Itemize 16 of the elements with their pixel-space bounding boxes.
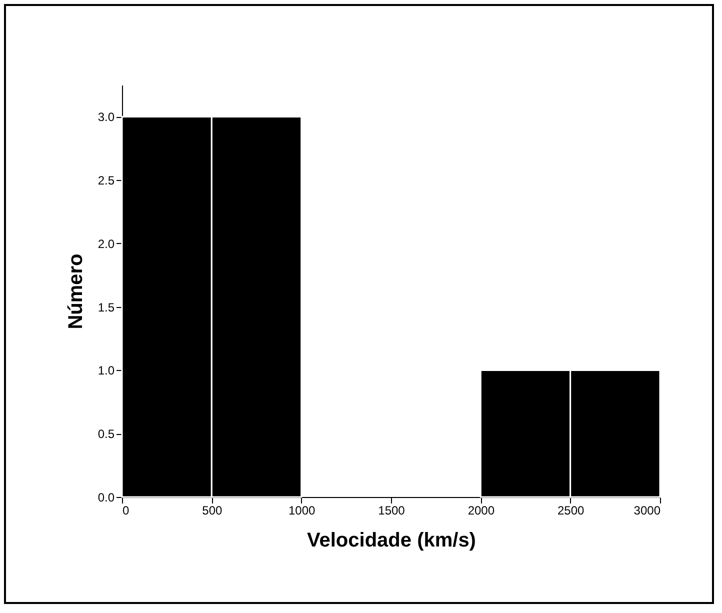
x-tick-label: 1500 <box>378 504 406 518</box>
y-axis-title: Número <box>64 254 87 330</box>
y-tick-label: 1.0 <box>98 364 115 378</box>
x-tick-label: 2000 <box>468 504 495 518</box>
y-tick-label: 0.5 <box>98 427 115 442</box>
x-tick-label: 1000 <box>288 504 316 518</box>
y-tick-label: 1.5 <box>98 300 115 314</box>
x-tick-label: 0 <box>122 504 130 518</box>
x-tick-label: 2500 <box>557 504 585 518</box>
y-tick-label: 3.0 <box>98 110 115 124</box>
y-tick-label: 2.5 <box>98 174 115 188</box>
x-tick-label: 3000 <box>634 504 661 518</box>
x-axis-title: Velocidade (km/s) <box>307 530 476 552</box>
y-tick-label: 2.0 <box>98 236 115 251</box>
x-tick-label: 500 <box>202 504 222 518</box>
y-tick-label: 0.0 <box>98 490 115 504</box>
